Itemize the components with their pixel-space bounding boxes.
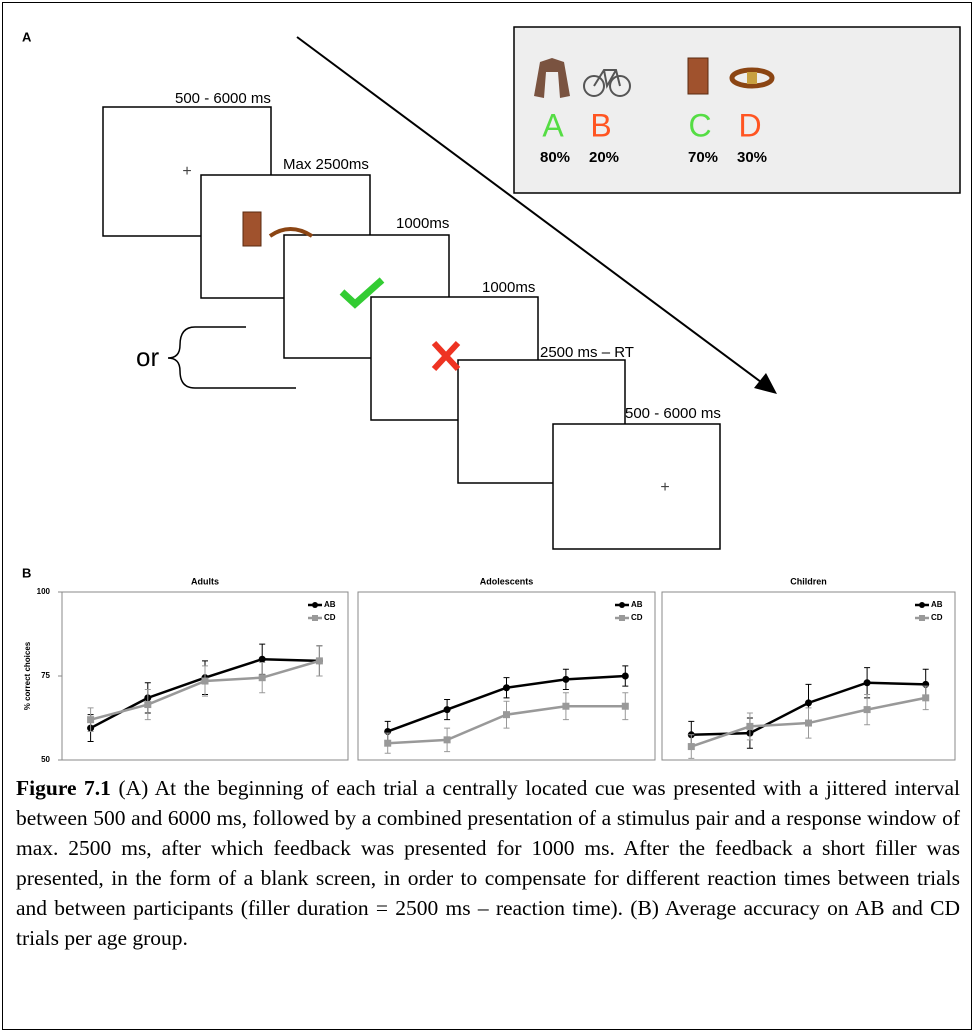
brace xyxy=(168,327,296,388)
reward-probability: 70% xyxy=(688,149,718,166)
x-tick-label: 1-20 xyxy=(83,769,100,770)
legend-label: AB xyxy=(631,600,643,609)
chart-title: Children xyxy=(790,576,827,586)
point xyxy=(202,678,209,685)
timing-label: 500 - 6000 ms xyxy=(175,90,271,107)
stimulus-letter: B xyxy=(590,107,611,143)
point xyxy=(562,703,569,710)
point xyxy=(444,736,451,743)
timing-label: 1000ms xyxy=(396,215,449,232)
point xyxy=(562,676,569,683)
point xyxy=(259,674,266,681)
legend-label: CD xyxy=(324,613,336,622)
point xyxy=(922,694,929,701)
x-tick-label: 41-60 xyxy=(496,769,517,770)
point xyxy=(622,673,629,680)
point xyxy=(864,706,871,713)
point xyxy=(805,720,812,727)
page: A A B C D 80% 20% 70% 30% + + or 500 - 6… xyxy=(0,0,976,1034)
point xyxy=(503,684,510,691)
caption-label: Figure 7.1 xyxy=(16,776,111,800)
y-tick-label: 50 xyxy=(41,755,50,764)
point xyxy=(805,699,812,706)
x-tick-label: 61-80 xyxy=(252,769,273,770)
reward-probability: 30% xyxy=(737,149,767,166)
point xyxy=(87,716,94,723)
point xyxy=(259,656,266,663)
point xyxy=(316,657,323,664)
x-tick-label: 1-20 xyxy=(683,769,700,770)
point xyxy=(622,703,629,710)
point xyxy=(144,701,151,708)
reward-probability: 20% xyxy=(589,149,619,166)
screen xyxy=(553,424,720,549)
stimulus-letter: D xyxy=(738,107,761,143)
x-tick-label: 81-100 xyxy=(913,769,938,770)
figure: A A B C D 80% 20% 70% 30% + + or 500 - 6… xyxy=(0,0,976,770)
panel-label: B xyxy=(22,565,31,580)
book-icon xyxy=(243,212,261,246)
x-tick-label: 41-60 xyxy=(798,769,819,770)
caption-text: (A) At the beginning of each trial a cen… xyxy=(16,776,960,950)
x-tick-label: 21-40 xyxy=(740,769,761,770)
legend-marker xyxy=(619,602,625,608)
timing-label: 1000ms xyxy=(482,279,535,296)
y-axis-label: % correct choices xyxy=(23,641,32,710)
x-tick-label: 41-60 xyxy=(195,769,216,770)
timing-label: 2500 ms – RT xyxy=(540,344,634,361)
point xyxy=(864,679,871,686)
legend-label: CD xyxy=(631,613,643,622)
x-tick-label: 61-80 xyxy=(556,769,577,770)
book-icon xyxy=(688,58,708,94)
point xyxy=(688,743,695,750)
timing-label: Max 2500ms xyxy=(283,156,369,173)
point xyxy=(746,723,753,730)
legend-marker xyxy=(312,615,318,621)
x-tick-label: 61-80 xyxy=(857,769,878,770)
stimulus-letter: C xyxy=(688,107,711,143)
panel-label: A xyxy=(22,29,32,44)
timing-label: 500 - 6000 ms xyxy=(625,405,721,422)
legend-label: AB xyxy=(324,600,336,609)
x-tick-label: 21-40 xyxy=(138,769,159,770)
legend-marker xyxy=(619,615,625,621)
legend-label: AB xyxy=(931,600,943,609)
x-tick-label: 21-40 xyxy=(437,769,458,770)
point xyxy=(503,711,510,718)
fixation-cross: + xyxy=(182,163,191,180)
x-tick-label: 1-20 xyxy=(380,769,397,770)
legend-marker xyxy=(919,602,925,608)
or-label: or xyxy=(136,342,159,372)
chart-title: Adolescents xyxy=(480,576,534,586)
x-tick-label: 81-100 xyxy=(307,769,332,770)
x-tick-label: 81-100 xyxy=(613,769,638,770)
y-tick-label: 100 xyxy=(37,587,51,596)
legend-label: CD xyxy=(931,613,943,622)
legend-marker xyxy=(919,615,925,621)
legend-marker xyxy=(312,602,318,608)
point xyxy=(444,706,451,713)
y-tick-label: 75 xyxy=(41,671,50,680)
caption: Figure 7.1 (A) At the beginning of each … xyxy=(16,773,960,953)
stimulus-legend xyxy=(514,27,960,193)
reward-probability: 80% xyxy=(540,149,570,166)
stimulus-letter: A xyxy=(542,107,564,143)
chart-title: Adults xyxy=(191,576,219,586)
arrow-head xyxy=(754,373,777,394)
fixation-cross: + xyxy=(660,479,669,496)
point xyxy=(384,740,391,747)
